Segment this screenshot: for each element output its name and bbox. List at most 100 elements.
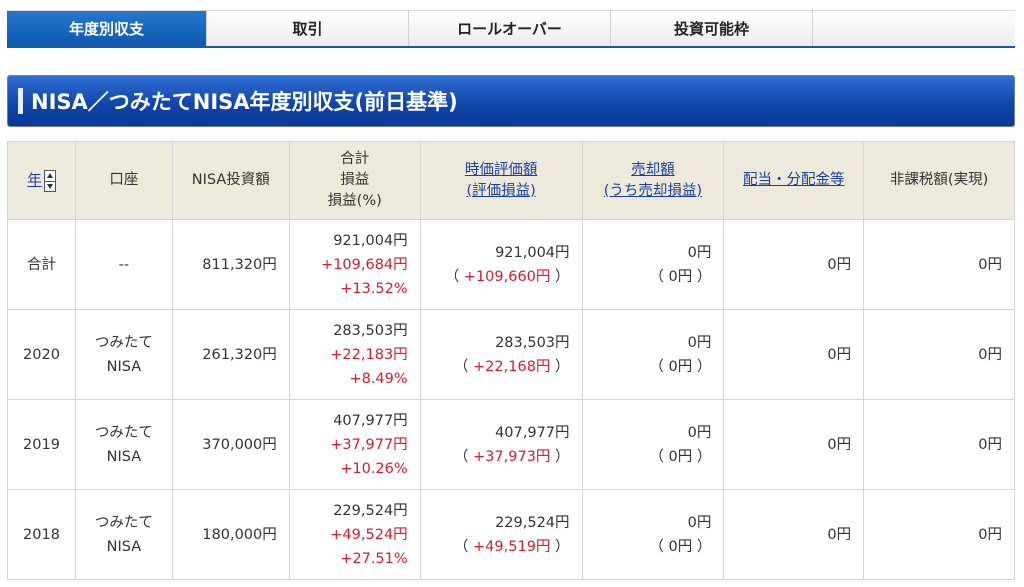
account-line1: つみたて xyxy=(94,334,153,351)
cell-dividend: 0円 xyxy=(723,219,865,310)
header-sale-line2: (うち売却損益) xyxy=(603,182,703,199)
cell-investment: 370,000円 xyxy=(171,399,290,490)
header-market-value: 時価評価額 (評価損益) xyxy=(419,141,583,220)
cell-market-value: 229,524円（ +49,519円 ） xyxy=(419,489,583,580)
investment-value: 370,000円 xyxy=(202,436,277,453)
header-total-line3: 損益(%) xyxy=(327,193,382,209)
cell-dividend: 0円 xyxy=(723,489,865,580)
sort-dividend-link[interactable]: 配当・分配金等 xyxy=(742,172,845,188)
account-line2: NISA xyxy=(106,448,142,465)
total-value: 407,977円 xyxy=(333,412,408,429)
dividend-value: 0円 xyxy=(827,346,852,363)
cell-account: つみたて NISA xyxy=(74,399,173,490)
taxfree-value: 0円 xyxy=(978,256,1002,273)
total-pl-pct: +27.51% xyxy=(340,550,408,567)
sort-updown-icon[interactable] xyxy=(43,169,56,192)
account-line2: NISA xyxy=(106,538,142,555)
sale-pl: 0円 xyxy=(668,448,693,465)
cell-total: 407,977円 +37,977円 +10.26% xyxy=(288,399,421,490)
header-year: 年 xyxy=(7,141,76,220)
total-pl: +49,524円 xyxy=(330,526,408,543)
account-line1: -- xyxy=(118,256,130,273)
total-pl: +22,183円 xyxy=(330,346,408,363)
cell-dividend: 0円 xyxy=(723,309,865,400)
year-text: 合計 xyxy=(26,256,56,273)
market-pl: +22,168円 xyxy=(473,358,551,375)
market-pl: +49,519円 xyxy=(473,538,551,555)
total-pl: +109,684円 xyxy=(321,256,408,273)
year-text: 2020 xyxy=(23,346,60,363)
cell-taxfree: 0円 xyxy=(863,219,1015,310)
cell-dividend: 0円 xyxy=(723,399,865,490)
cell-investment: 261,320円 xyxy=(171,309,290,400)
sale-pl: 0円 xyxy=(668,268,693,285)
sale-pl: 0円 xyxy=(668,538,693,555)
header-dividend: 配当・分配金等 xyxy=(723,141,865,220)
market-value: 921,004円 xyxy=(495,244,570,261)
account-line1: つみたて xyxy=(94,424,153,441)
title-marker xyxy=(18,88,23,114)
cell-year: 合計 xyxy=(7,219,76,310)
header-sale-line1: 売却額 xyxy=(631,161,675,178)
tab-rollover[interactable]: ロールオーバー xyxy=(409,10,611,46)
cell-investment: 811,320円 xyxy=(171,219,290,310)
market-pl: +109,660円 xyxy=(463,268,551,285)
cell-sale: 0円（ 0円 ） xyxy=(581,489,725,580)
tab-annual-balance[interactable]: 年度別収支 xyxy=(7,10,207,46)
cell-taxfree: 0円 xyxy=(863,309,1015,400)
sort-sale-link[interactable]: 売却額 (うち売却損益) xyxy=(583,160,724,202)
cell-year: 2020 xyxy=(7,309,76,400)
header-total: 合計損益損益(%) xyxy=(288,141,421,220)
table-row: 2020 つみたて NISA 261,320円 283,503円 +22,183円 +… xyxy=(7,309,1015,400)
annual-balance-table: 年 口座 NISA投資額 合計 損益 損益(%) 時価評価額 (評価損益) 売却額 (う… xyxy=(7,141,1015,580)
cell-taxfree: 0円 xyxy=(863,399,1015,490)
header-account: 口座 xyxy=(74,141,173,220)
taxfree-value: 0円 xyxy=(978,346,1002,363)
page-title: NISA／つみたてNISA年度別収支(前日基準) xyxy=(31,90,458,114)
sale-pl: 0円 xyxy=(668,358,693,375)
sale-value: 0円 xyxy=(687,514,712,531)
cell-total: 283,503円 +22,183円 +8.49% xyxy=(288,309,421,400)
taxfree-value: 0円 xyxy=(978,526,1002,543)
dividend-value: 0円 xyxy=(827,526,852,543)
cell-taxfree: 0円 xyxy=(863,489,1015,580)
cell-sale: 0円（ 0円 ） xyxy=(581,219,725,310)
total-value: 229,524円 xyxy=(333,502,408,519)
investment-value: 180,000円 xyxy=(202,526,277,543)
cell-sale: 0円（ 0円 ） xyxy=(581,399,725,490)
tab-bar: 年度別収支 取引 ロールオーバー 投資可能枠 xyxy=(7,10,1015,48)
tab-spacer xyxy=(813,10,1015,46)
total-value: 283,503円 xyxy=(333,322,408,339)
tab-investment-limit[interactable]: 投資可能枠 xyxy=(611,10,813,46)
sort-market-value-link[interactable]: 時価評価額 (評価損益) xyxy=(421,160,582,202)
cell-total: 921,004円 +109,684円 +13.52% xyxy=(288,219,421,310)
table-header-row: 年 口座 NISA投資額 合計 損益 損益(%) 時価評価額 (評価損益) 売却額 (う… xyxy=(7,141,1015,220)
cell-year: 2018 xyxy=(7,489,76,580)
header-taxfree: 非課税額(実現) xyxy=(863,141,1015,220)
total-pl-pct: +8.49% xyxy=(349,370,408,387)
market-pl: +37,973円 xyxy=(473,448,551,465)
year-text: 2019 xyxy=(23,436,60,453)
tab-transactions[interactable]: 取引 xyxy=(207,10,409,46)
market-value: 229,524円 xyxy=(495,514,570,531)
total-pl-pct: +10.26% xyxy=(340,460,408,477)
cell-market-value: 407,977円（ +37,973円 ） xyxy=(419,399,583,490)
account-line2: NISA xyxy=(106,358,142,375)
sort-year-link[interactable]: 年 xyxy=(27,172,42,189)
total-value: 921,004円 xyxy=(333,232,408,249)
dividend-value: 0円 xyxy=(827,436,852,453)
header-total-line1: 合計 xyxy=(340,151,370,167)
sale-value: 0円 xyxy=(687,244,712,261)
year-text: 2018 xyxy=(23,526,60,543)
header-market-line1: 時価評価額 xyxy=(464,161,538,178)
market-value: 283,503円 xyxy=(495,334,570,351)
dividend-value: 0円 xyxy=(827,256,852,273)
cell-account: -- xyxy=(74,219,173,310)
market-value: 407,977円 xyxy=(495,424,570,441)
table-row: 合計 -- 811,320円 921,004円 +109,684円 +13.52% … xyxy=(7,219,1015,310)
cell-investment: 180,000円 xyxy=(171,489,290,580)
header-total-line2: 損益 xyxy=(340,172,370,188)
section-header: NISA／つみたてNISA年度別収支(前日基準) xyxy=(7,75,1015,127)
cell-year: 2019 xyxy=(7,399,76,490)
header-market-line2: (評価損益) xyxy=(466,182,536,199)
